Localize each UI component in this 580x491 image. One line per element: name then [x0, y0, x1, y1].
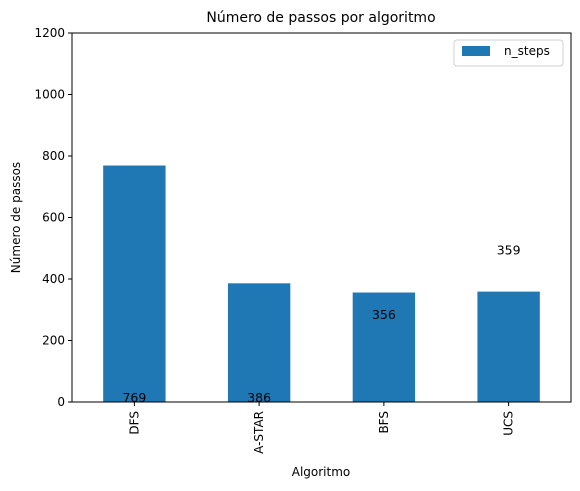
y-tick-label: 1200	[34, 26, 65, 40]
legend: n_steps	[453, 39, 564, 67]
x-axis-label: Algoritmo	[292, 465, 351, 479]
bar-dfs	[103, 165, 166, 402]
bar-bfs	[352, 292, 416, 402]
x-tick-label-a-star: A-STAR	[252, 411, 266, 454]
data-label-a-star: 386	[247, 390, 271, 405]
data-label-dfs: 769	[122, 390, 146, 405]
bars-group	[103, 165, 540, 402]
data-label-ucs: 359	[497, 242, 521, 257]
bar-a-star	[227, 283, 291, 402]
y-tick-label: 400	[42, 272, 65, 286]
legend-label: n_steps	[504, 44, 550, 58]
x-axis: DFS A-STAR BFS UCS	[127, 402, 516, 454]
x-tick-label-bfs: BFS	[377, 411, 391, 434]
y-tick-label: 200	[42, 334, 65, 348]
x-tick-label-ucs: UCS	[502, 411, 516, 436]
y-tick-label: 800	[42, 149, 65, 163]
y-tick-label: 600	[42, 211, 65, 225]
data-label-bfs: 356	[372, 307, 396, 322]
data-labels-group: 769 386 356 359	[122, 242, 520, 405]
legend-swatch	[462, 46, 490, 56]
bar-ucs	[477, 291, 540, 402]
x-tick-label-dfs: DFS	[127, 411, 141, 435]
y-axis: 0 200 400 600 800 1000 1200	[34, 26, 72, 409]
y-tick-label: 1000	[34, 88, 65, 102]
y-tick-label: 0	[57, 395, 65, 409]
y-axis-label: Número de passos	[9, 162, 23, 273]
chart-title: Número de passos por algoritmo	[206, 10, 435, 26]
